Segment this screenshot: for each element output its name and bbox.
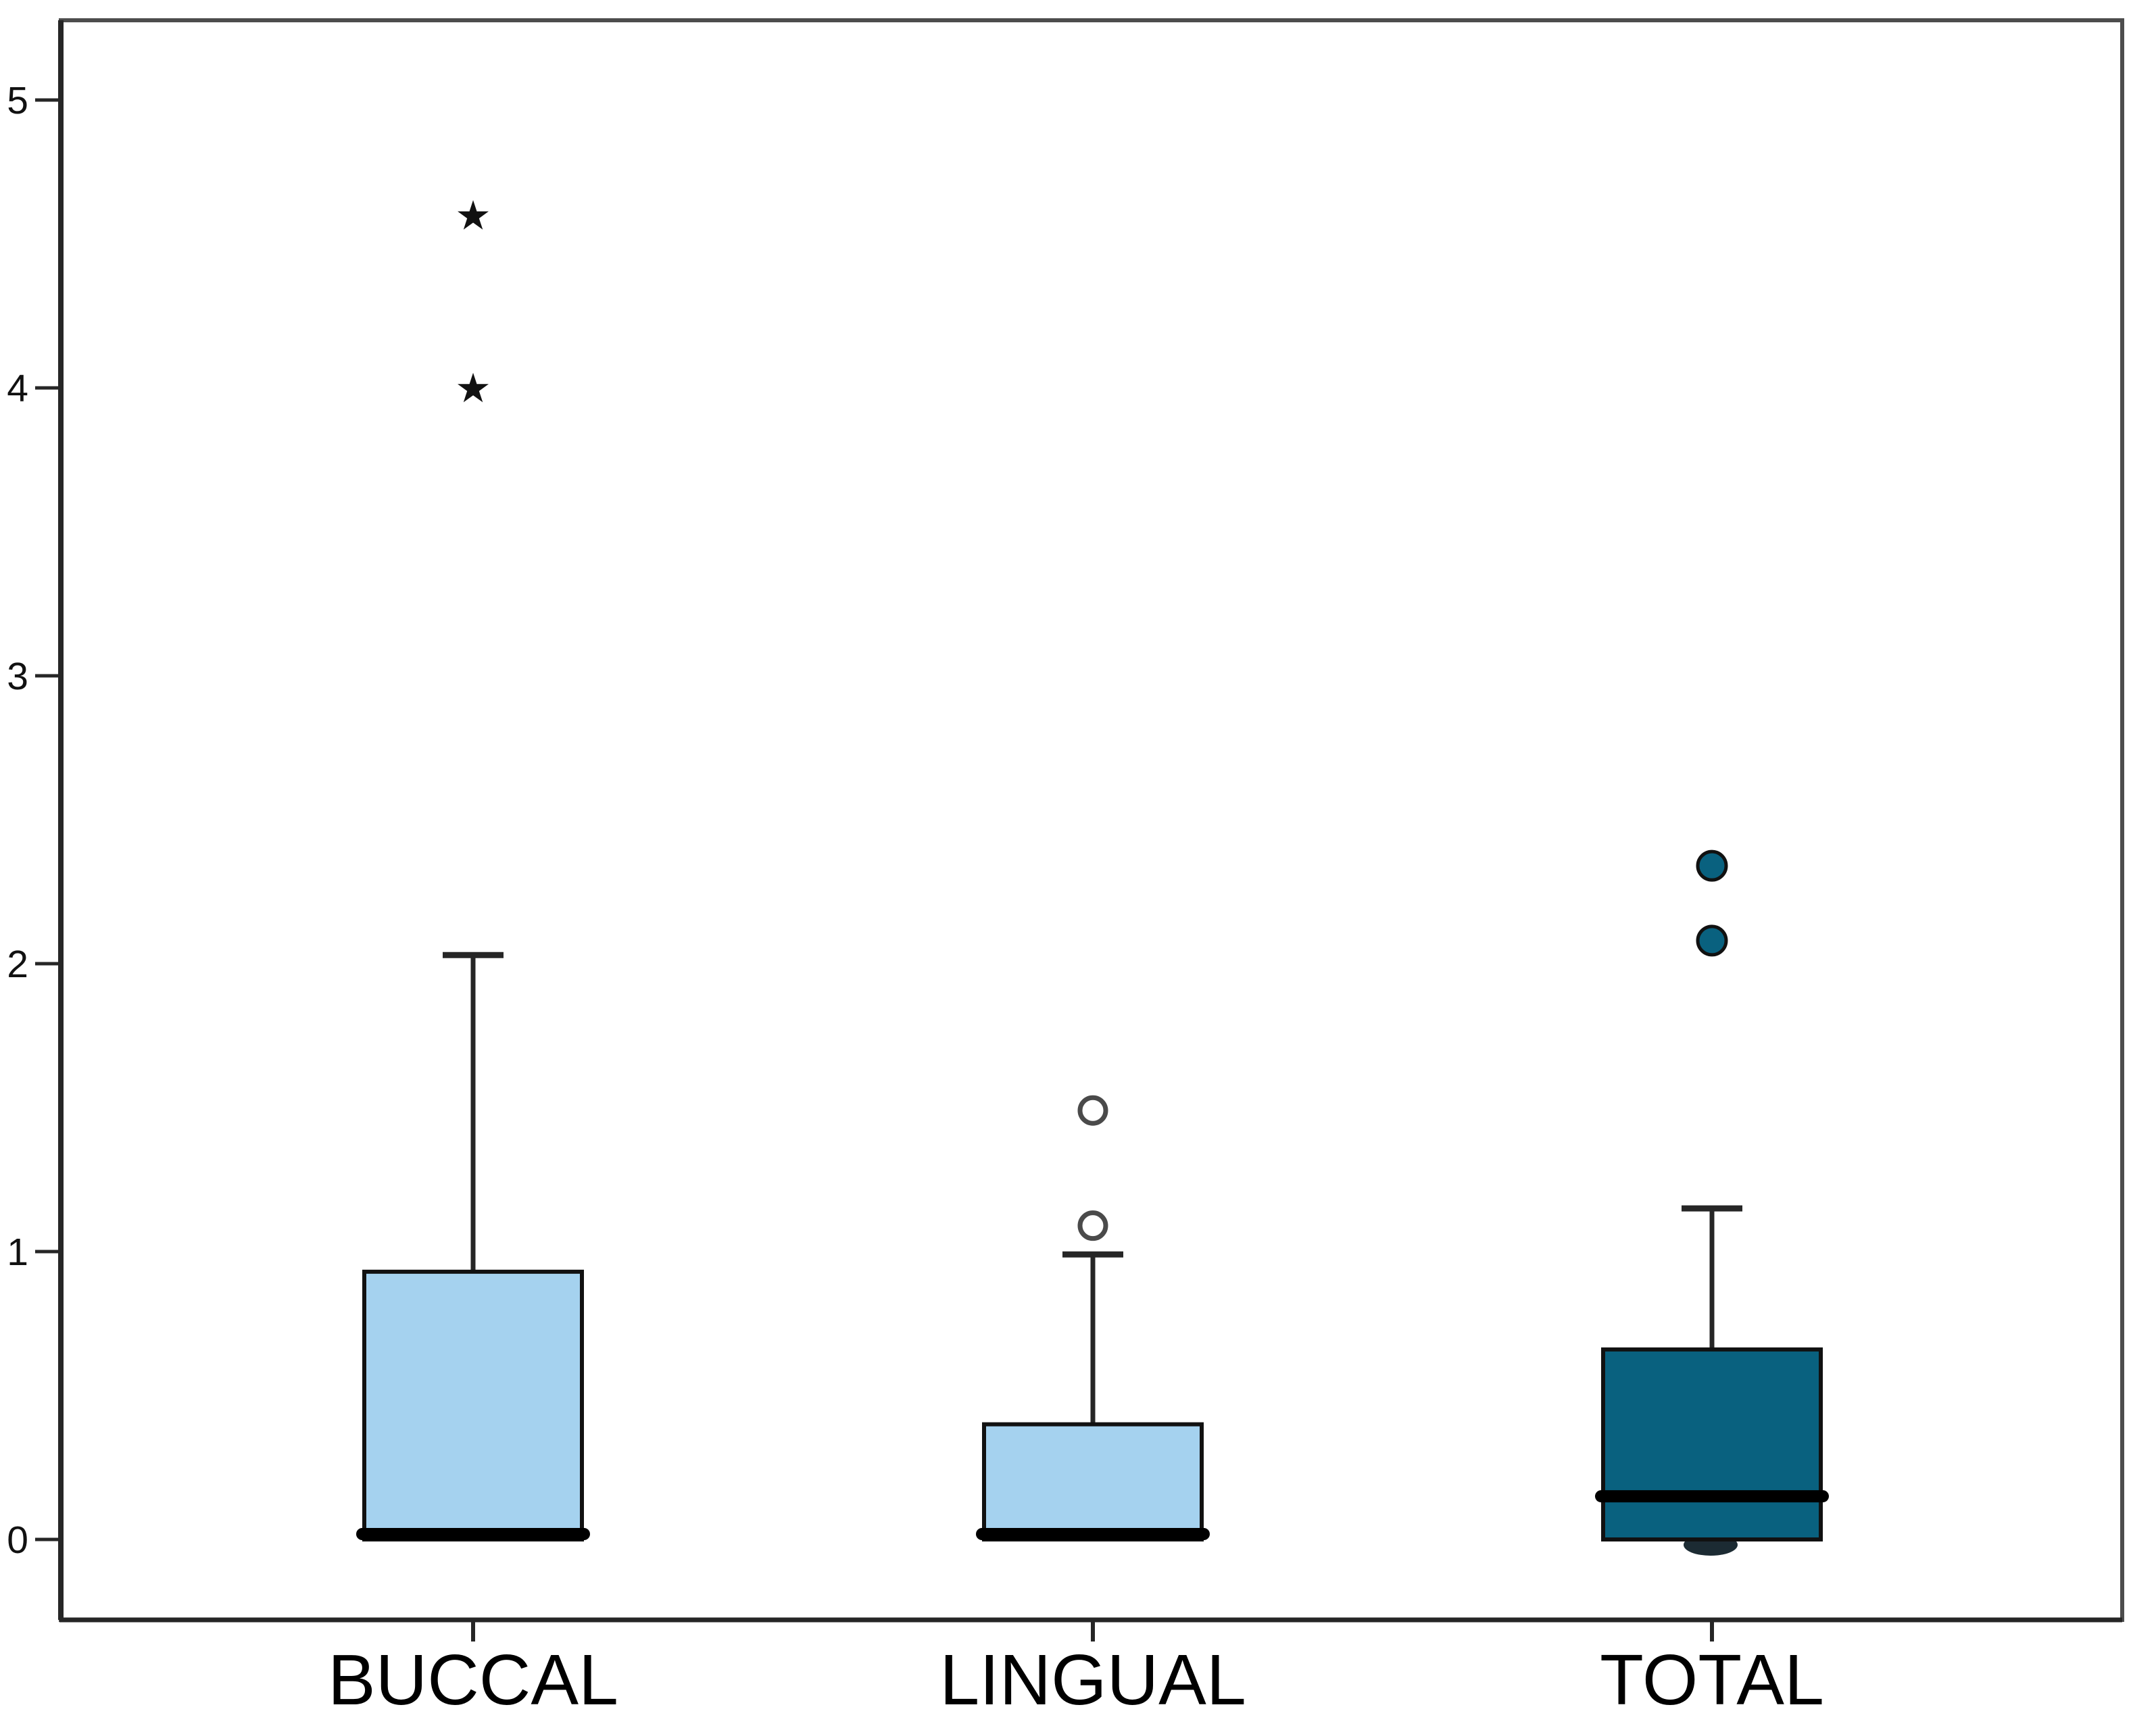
y-tick-label-0: 0: [7, 1519, 28, 1562]
x-category-label-total: TOTAL: [1600, 1640, 1824, 1720]
box-lingual: [982, 1422, 1204, 1542]
outlier-open-circle-icon: [1077, 1095, 1108, 1126]
box-buccal: [362, 1269, 584, 1541]
y-tick-label-2: 2: [7, 943, 28, 986]
y-tick-label-3: 3: [7, 655, 28, 698]
outlier-filled-circle-icon: [1696, 849, 1728, 882]
x-category-label-lingual: LINGUAL: [939, 1640, 1246, 1720]
x-category-label-buccal: BUCCAL: [328, 1640, 618, 1720]
y-tick-label-1: 1: [7, 1231, 28, 1274]
outlier-filled-circle-icon: [1696, 924, 1728, 957]
y-tick-label-5: 5: [7, 79, 28, 122]
box-total: [1601, 1347, 1823, 1541]
y-tick-label-4: 4: [7, 367, 28, 410]
outlier-open-circle-icon: [1077, 1210, 1108, 1241]
outlier-star-icon: ★: [455, 193, 491, 238]
outlier-star-icon: ★: [455, 366, 491, 411]
